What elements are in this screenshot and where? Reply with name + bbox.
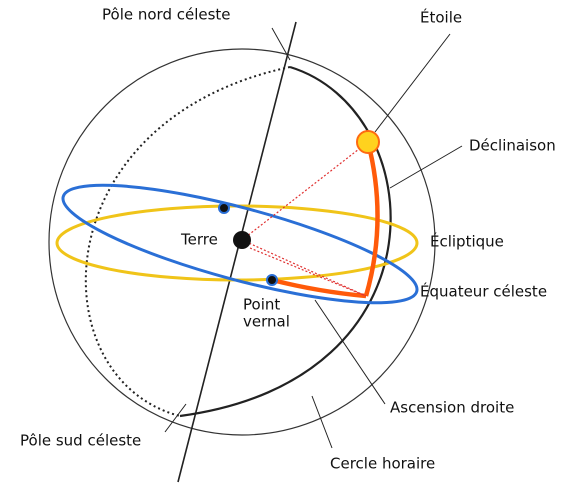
node [219, 203, 229, 213]
label: Étoile [420, 8, 462, 27]
star [357, 131, 379, 153]
label: Ascension droite [390, 399, 514, 417]
polar-axis [178, 22, 296, 482]
right-ascension-arc [272, 280, 366, 296]
vernal-point [267, 275, 277, 285]
label: Terre [180, 231, 218, 249]
label: Cercle horaire [330, 455, 435, 473]
label: Pôle sud céleste [20, 432, 141, 450]
earth [233, 231, 251, 249]
label: Point [243, 296, 280, 314]
label: vernal [243, 313, 290, 331]
label: Écliptique [430, 232, 504, 251]
label: Équateur céleste [420, 282, 547, 301]
label: Déclinaison [469, 137, 556, 155]
label: Pôle nord céleste [102, 6, 231, 24]
celestial-sphere-diagram: Pôle nord céleste Étoile Déclinaison Écl… [0, 0, 583, 493]
